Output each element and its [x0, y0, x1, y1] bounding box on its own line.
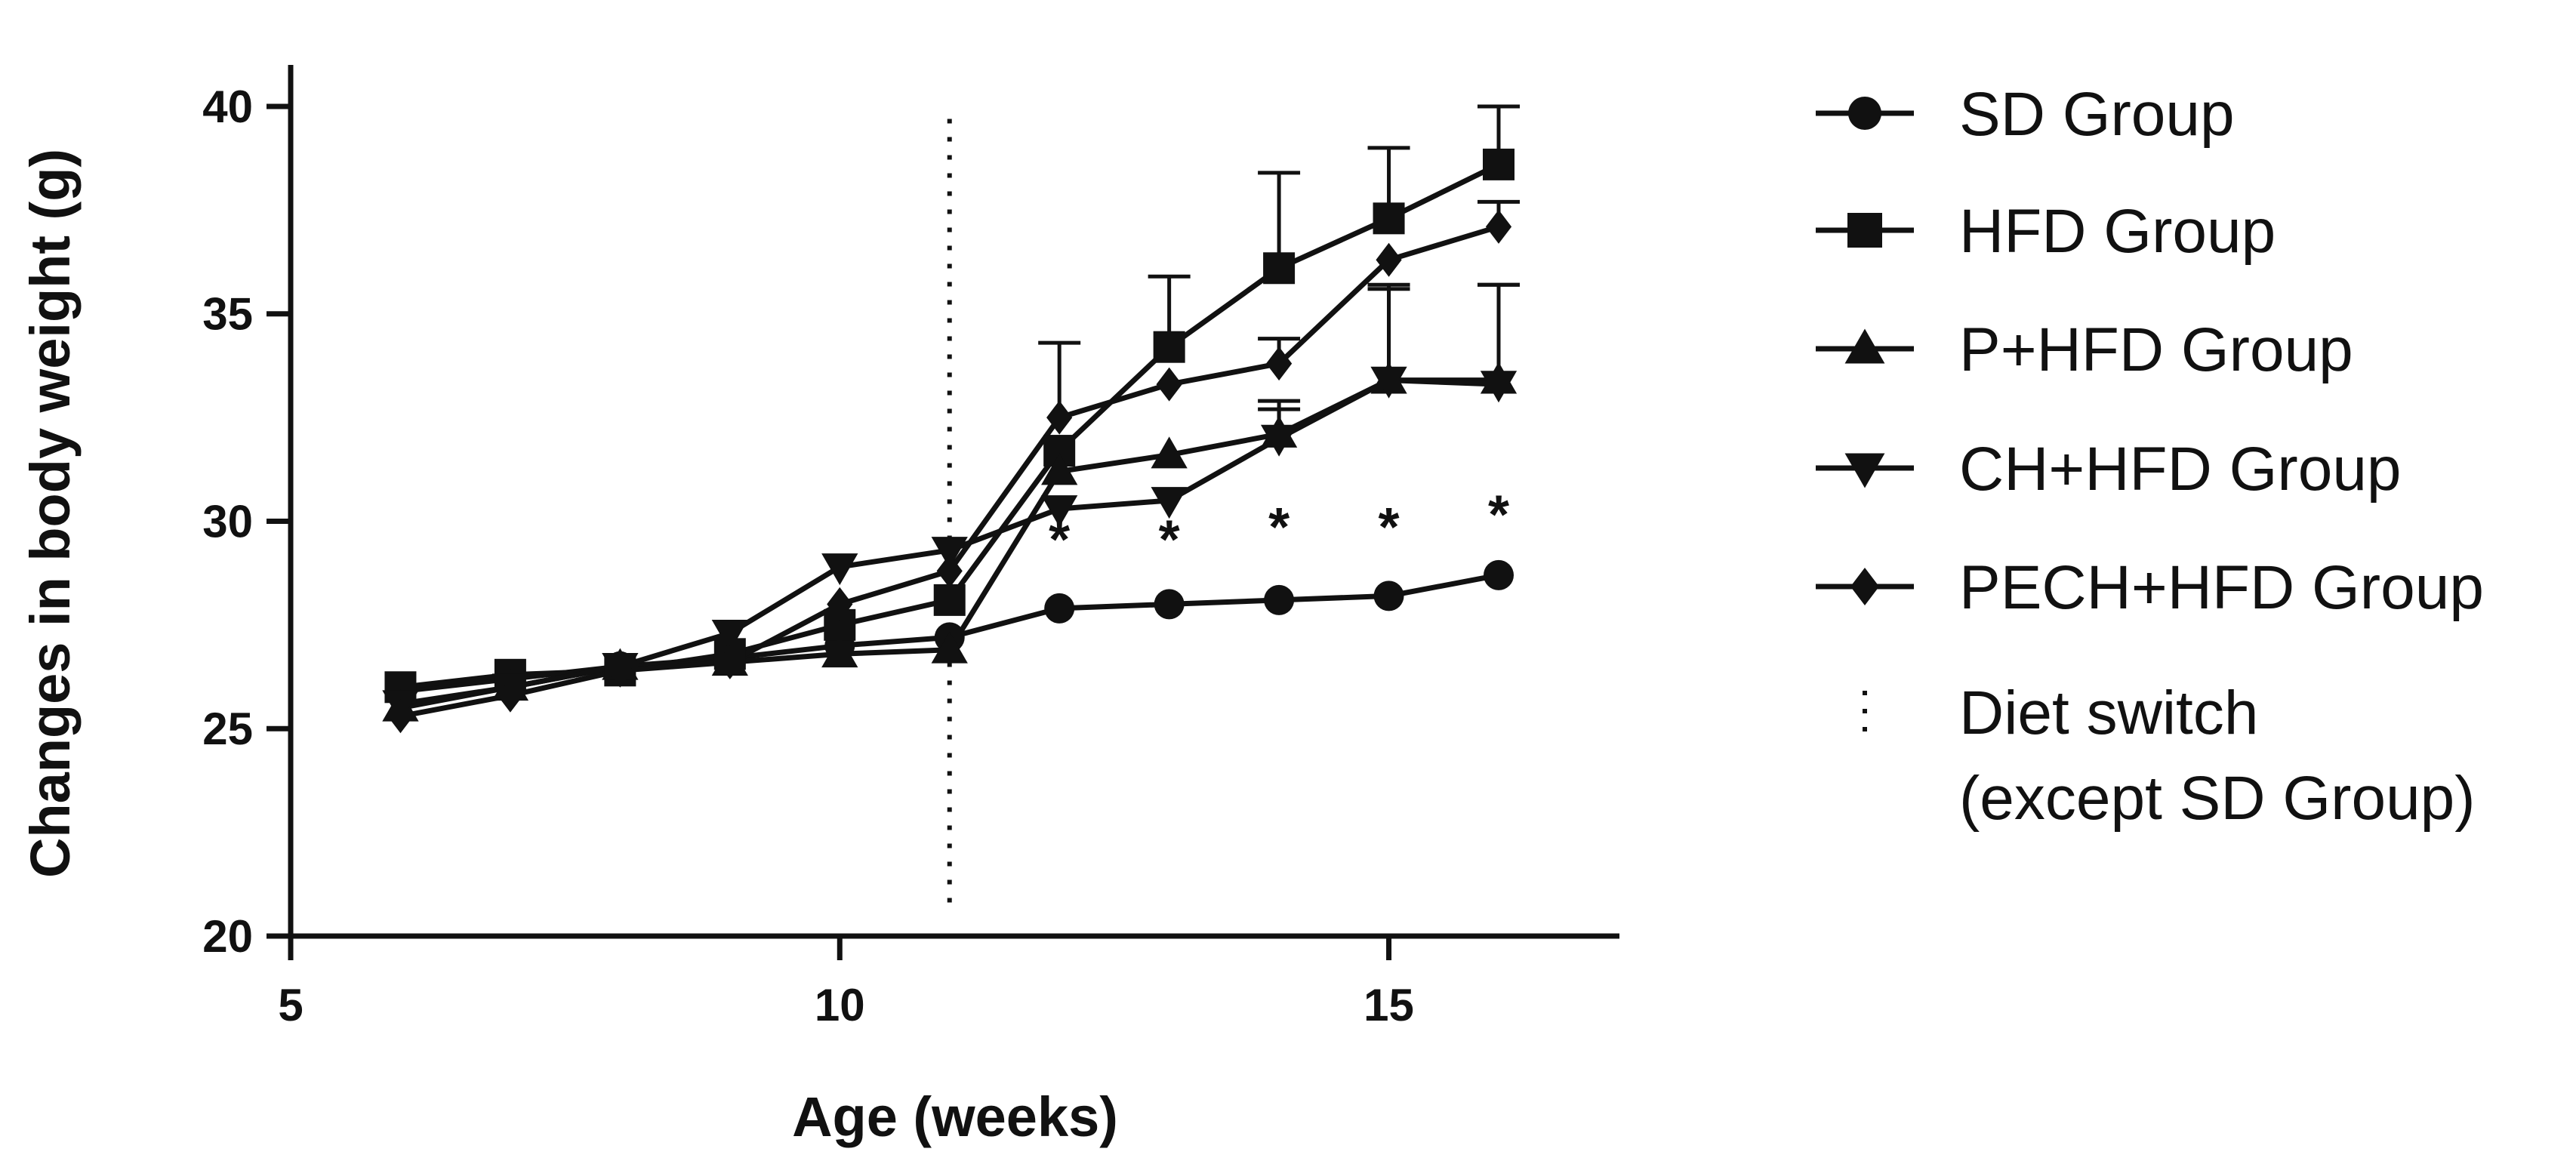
ch-hfd-group-point-9	[711, 619, 748, 651]
significance-star-13: *	[1159, 510, 1180, 570]
legend-label-pech-hfd-group: PECH+HFD Group	[1959, 553, 2484, 622]
y-tick-label-35: 35	[202, 289, 253, 340]
pech-hfd-group-point-13	[1156, 367, 1182, 402]
hfd-group-point-14	[1263, 252, 1296, 285]
legend-marker-pech-hfd-group	[1850, 568, 1879, 605]
ch-hfd-group-point-10	[821, 553, 858, 586]
significance-star-14: *	[1268, 497, 1290, 558]
pech-hfd-group-point-7	[497, 678, 524, 713]
pech-hfd-group-point-9	[716, 645, 743, 679]
sd-group-point-16	[1484, 559, 1514, 590]
x-tick-label-15: 15	[1363, 980, 1414, 1030]
legend-marker-ch-hfd-group	[1844, 453, 1885, 488]
sd-group-point-12	[1044, 593, 1075, 624]
y-tick-label-25: 25	[202, 704, 253, 754]
series-markers	[382, 148, 1518, 734]
p-hfd-group-point-13	[1151, 436, 1188, 469]
legend-label-hfd-group: HFD Group	[1959, 197, 2276, 266]
legend-label-sd-group: SD Group	[1959, 80, 2235, 149]
ch-hfd-group-point-11	[931, 537, 968, 569]
ch-hfd-group-point-15	[1370, 366, 1407, 399]
pech-hfd-group-point-11	[936, 553, 963, 588]
hfd-group-point-15	[1373, 202, 1405, 235]
pech-hfd-group-point-15	[1376, 242, 1402, 277]
x-axis-title: Age (weeks)	[792, 1086, 1118, 1148]
y-tick-label-20: 20	[202, 911, 253, 962]
significance-stars: * * * * *	[1049, 485, 1509, 570]
legend-label-ch-hfd-group: CH+HFD Group	[1959, 435, 2402, 504]
ch-hfd-group-point-16	[1480, 371, 1518, 403]
legend-diet-switch-label-line2: (except SD Group)	[1959, 764, 2476, 833]
sd-group-point-15	[1373, 581, 1404, 611]
significance-star-12: *	[1049, 510, 1070, 570]
legend-diet-switch-label-line1: Diet switch	[1959, 679, 2258, 747]
legend-marker-sd-group	[1848, 97, 1881, 130]
hfd-group-point-11	[933, 584, 966, 616]
x-tick-label-5: 5	[278, 980, 303, 1030]
ch-hfd-group-point-13	[1151, 487, 1188, 519]
sd-group-point-14	[1264, 584, 1295, 615]
significance-star-15: *	[1379, 497, 1400, 558]
hfd-group-point-13	[1153, 331, 1185, 363]
x-tick-label-10: 10	[815, 980, 865, 1030]
y-tick-label-30: 30	[202, 496, 253, 547]
hfd-group-point-16	[1483, 148, 1514, 180]
y-tick-label-40: 40	[202, 82, 253, 132]
legend-marker-hfd-group	[1847, 213, 1882, 248]
p-hfd-group-point-12	[1041, 453, 1078, 485]
tick-labels: 20 25 30 35 40 5 10 15	[202, 82, 1414, 1030]
pech-hfd-group-point-14	[1265, 346, 1293, 381]
ch-hfd-group-point-14	[1260, 424, 1298, 457]
pech-hfd-group-point-16	[1485, 209, 1512, 244]
tick-marks	[267, 103, 1392, 960]
pech-hfd-group-point-8	[607, 653, 633, 688]
ch-hfd-group-point-12	[1041, 495, 1078, 528]
p-hfd-group-point-10	[821, 636, 858, 668]
sd-group-point-13	[1154, 589, 1185, 620]
axes	[288, 65, 1619, 939]
legend: SD Group HFD Group P+HFD Group CH+HFD Group…	[1816, 80, 2484, 736]
pech-hfd-group-point-6	[387, 699, 414, 734]
pech-hfd-group-point-10	[827, 587, 853, 621]
pech-hfd-group-point-12	[1046, 400, 1073, 435]
significance-star-16: *	[1488, 485, 1509, 545]
y-axis-title: Changes in body weight (g)	[19, 149, 82, 878]
legend-marker-p-hfd-group	[1844, 328, 1885, 364]
legend-label-p-hfd-group: P+HFD Group	[1959, 316, 2353, 384]
p-hfd-group-point-11	[931, 631, 968, 664]
